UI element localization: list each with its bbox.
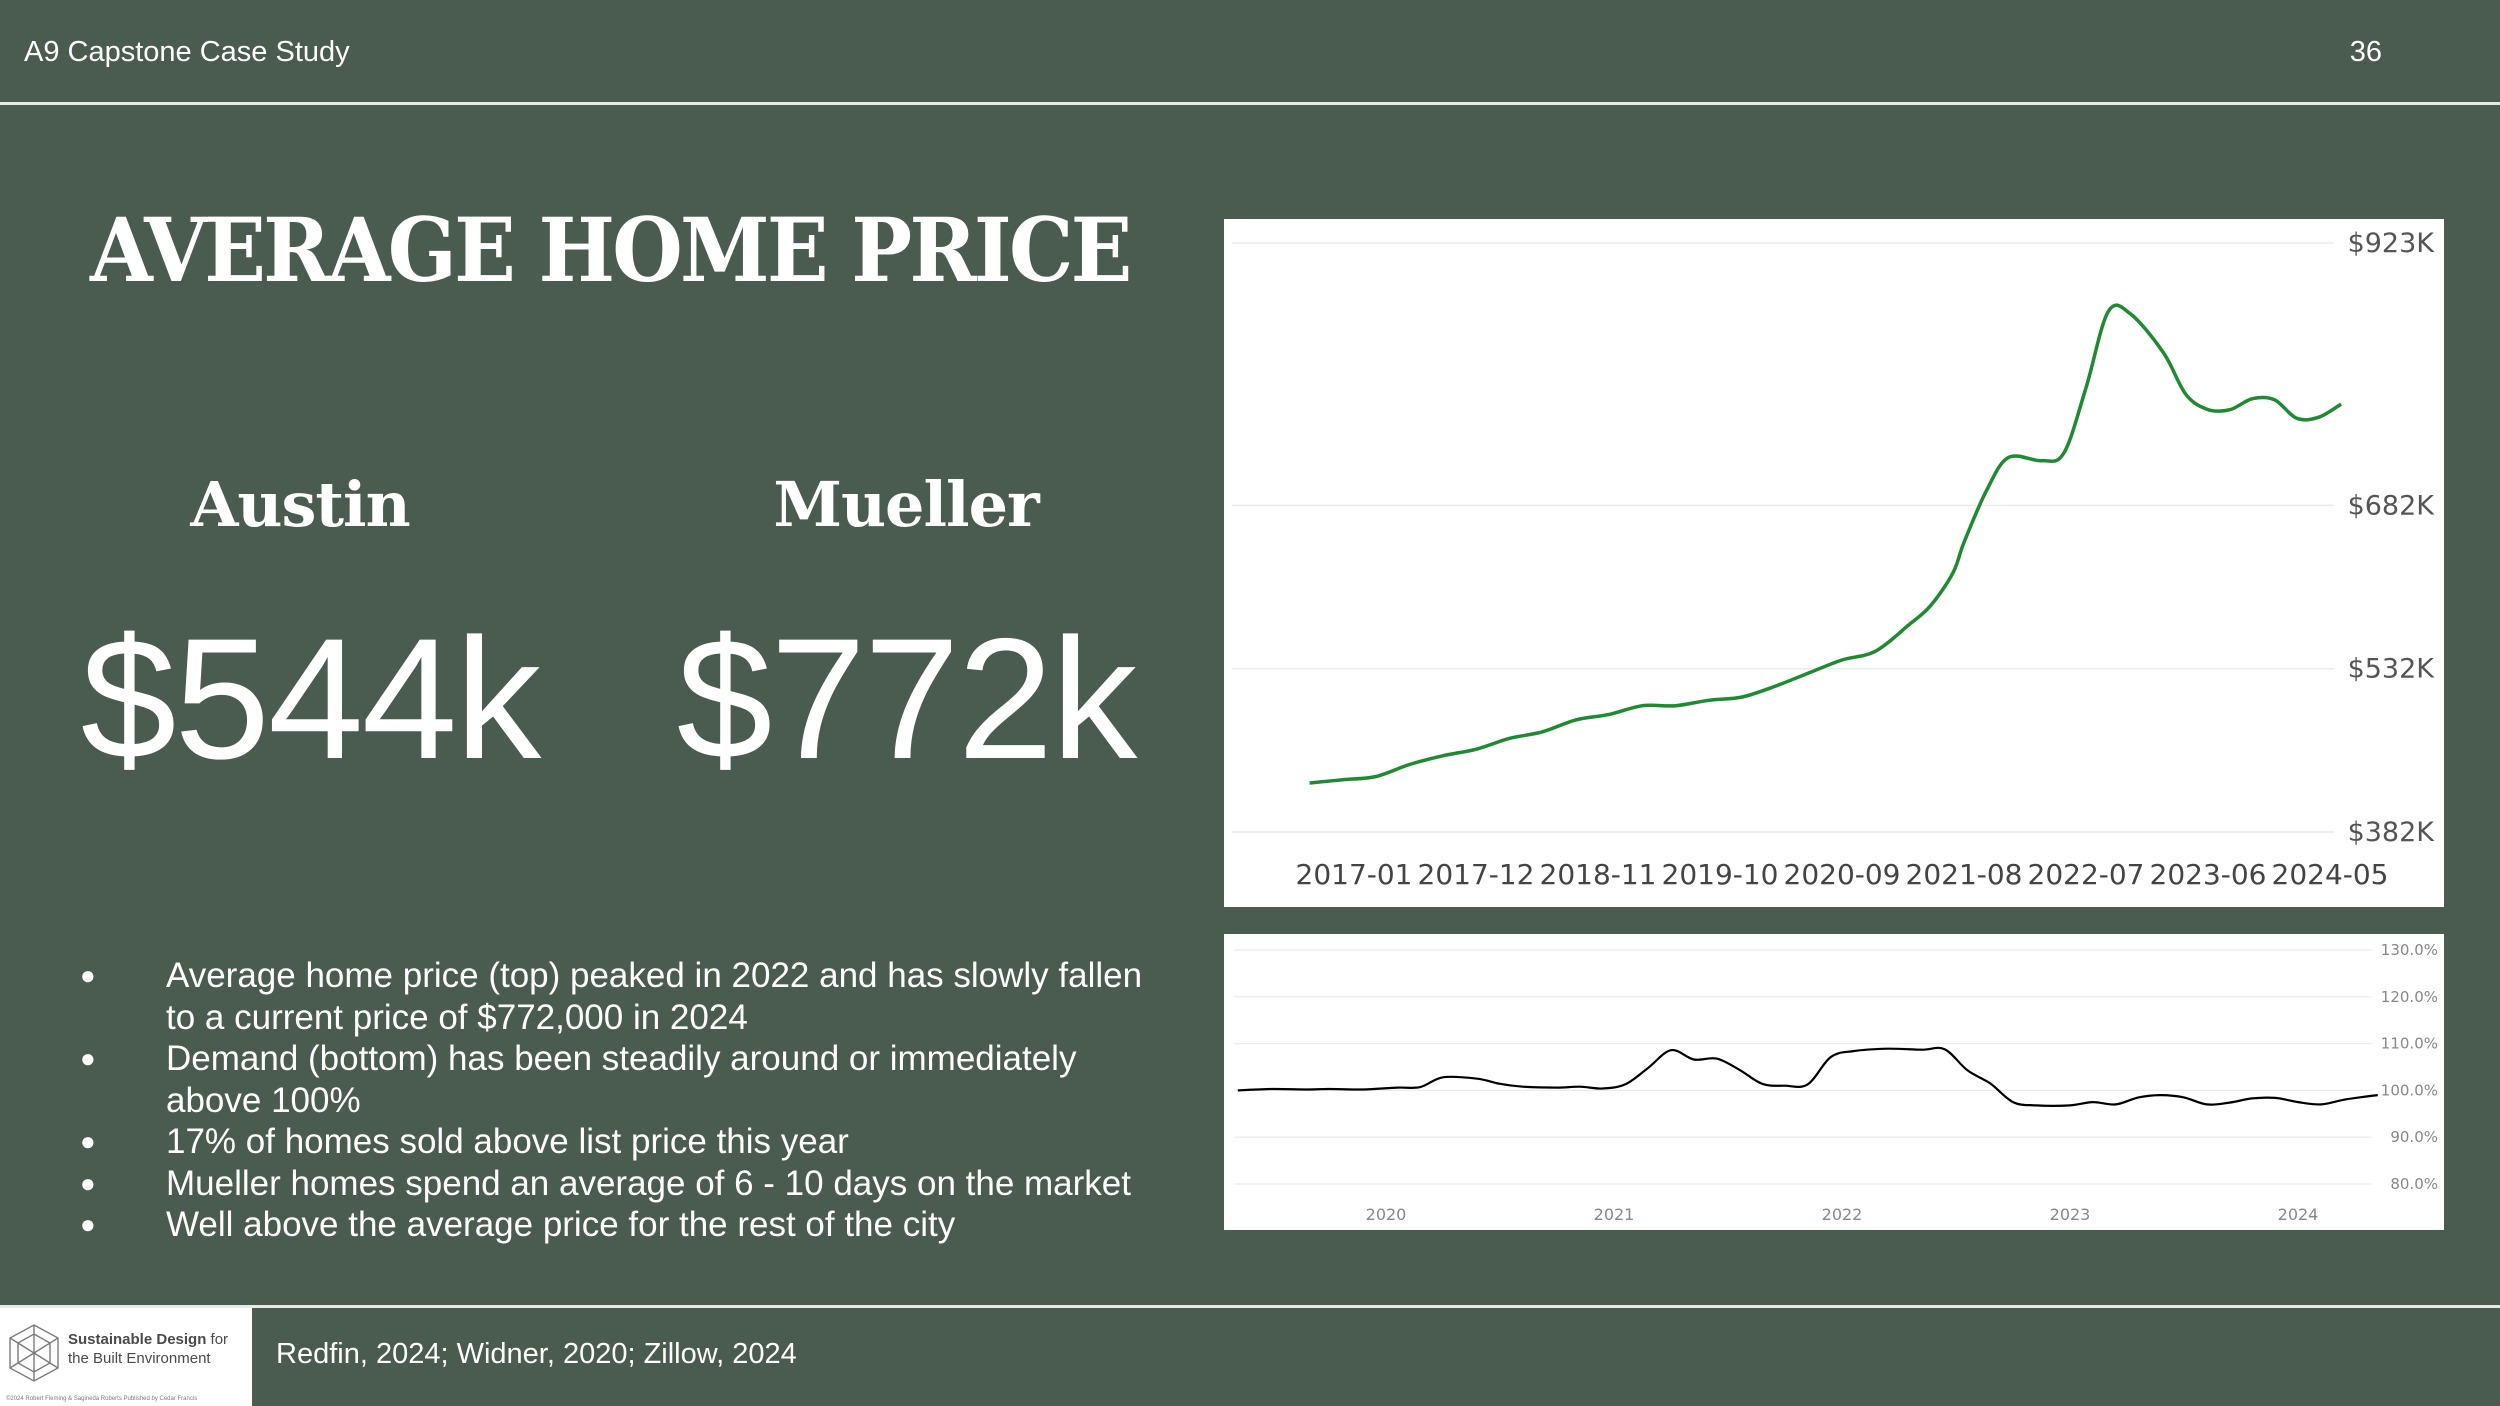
y-tick-label: 100.0% bbox=[2381, 1081, 2438, 1099]
y-tick-label: $532K bbox=[2348, 654, 2436, 685]
y-tick-label: 130.0% bbox=[2381, 941, 2438, 959]
publisher-logo: Sustainable Design for the Built Environ… bbox=[0, 1308, 252, 1406]
y-tick-label: 110.0% bbox=[2381, 1035, 2438, 1053]
x-tick-label: 2024-05 bbox=[2272, 858, 2389, 891]
price-chart-panel: $923K $682K $532K $382K 2017-01 2017-12 2018-1… bbox=[1224, 219, 2444, 907]
mueller-price: $772k bbox=[676, 603, 1138, 795]
x-tick-label: 2018-11 bbox=[1540, 858, 1657, 891]
y-tick-label: 120.0% bbox=[2381, 988, 2438, 1006]
bullet-item: Demand (bottom) has been steadily around… bbox=[80, 1038, 1180, 1121]
bullet-item: 17% of homes sold above list price this … bbox=[80, 1121, 1180, 1163]
x-tick-label: 2020 bbox=[1366, 1205, 1407, 1224]
x-tick-label: 2023 bbox=[2050, 1205, 2091, 1224]
slide-header: A9 Capstone Case Study 36 bbox=[0, 0, 2500, 105]
footer-divider bbox=[0, 1305, 2500, 1308]
publisher-name-bold: Sustainable Design bbox=[68, 1331, 207, 1348]
x-tick-label: 2022-07 bbox=[2028, 858, 2145, 891]
demand-line-chart: 130.0% 120.0% 110.0% 100.0% 90.0% 80.0% 2020 20… bbox=[1234, 941, 2438, 1224]
x-tick-label: 2021 bbox=[1594, 1205, 1635, 1224]
page-number: 36 bbox=[2349, 36, 2382, 68]
sources-citation: Redfin, 2024; Widner, 2020; Zillow, 2024 bbox=[276, 1338, 797, 1370]
bullet-item: Well above the average price for the res… bbox=[80, 1204, 1180, 1246]
key-findings-list: Average home price (top) peaked in 2022 … bbox=[80, 955, 1180, 1246]
slide-heading: AVERAGE HOME PRICE bbox=[90, 198, 1132, 302]
mueller-label: Mueller bbox=[773, 468, 1039, 541]
x-tick-label: 2024 bbox=[2278, 1205, 2319, 1224]
y-tick-label: 90.0% bbox=[2390, 1128, 2438, 1146]
publisher-name-rest: for the Built Environment bbox=[68, 1331, 229, 1367]
x-tick-label: 2019-10 bbox=[1662, 858, 1779, 891]
publisher-fineprint: ©2024 Robert Fleming & Sagineda Roberts … bbox=[6, 1396, 198, 1402]
bullet-item: Average home price (top) peaked in 2022 … bbox=[80, 955, 1180, 1038]
x-tick-label: 2023-06 bbox=[2150, 858, 2267, 891]
bullet-item: Mueller homes spend an average of 6 - 10… bbox=[80, 1163, 1180, 1205]
demand-series-line bbox=[1237, 1046, 2378, 1107]
x-tick-label: 2021-08 bbox=[1906, 858, 2023, 891]
price-line-chart: $923K $682K $532K $382K 2017-01 2017-12 2018-1… bbox=[1232, 228, 2436, 891]
x-tick-label: 2017-01 bbox=[1296, 858, 1413, 891]
austin-price: $544k bbox=[80, 603, 542, 795]
book-emblem-icon bbox=[9, 1324, 59, 1382]
y-tick-label: $923K bbox=[2348, 228, 2436, 259]
demand-chart-panel: 130.0% 120.0% 110.0% 100.0% 90.0% 80.0% 2020 20… bbox=[1224, 934, 2444, 1230]
y-tick-label: $382K bbox=[2348, 817, 2436, 848]
deck-title: A9 Capstone Case Study bbox=[24, 36, 350, 68]
y-tick-label: $682K bbox=[2348, 490, 2436, 521]
austin-label: Austin bbox=[190, 468, 410, 541]
y-tick-label: 80.0% bbox=[2390, 1175, 2438, 1193]
price-series-line bbox=[1309, 303, 2343, 785]
x-tick-label: 2022 bbox=[1822, 1205, 1863, 1224]
x-tick-label: 2020-09 bbox=[1784, 858, 1901, 891]
publisher-name: Sustainable Design for the Built Environ… bbox=[68, 1330, 250, 1368]
x-tick-label: 2017-12 bbox=[1418, 858, 1535, 891]
